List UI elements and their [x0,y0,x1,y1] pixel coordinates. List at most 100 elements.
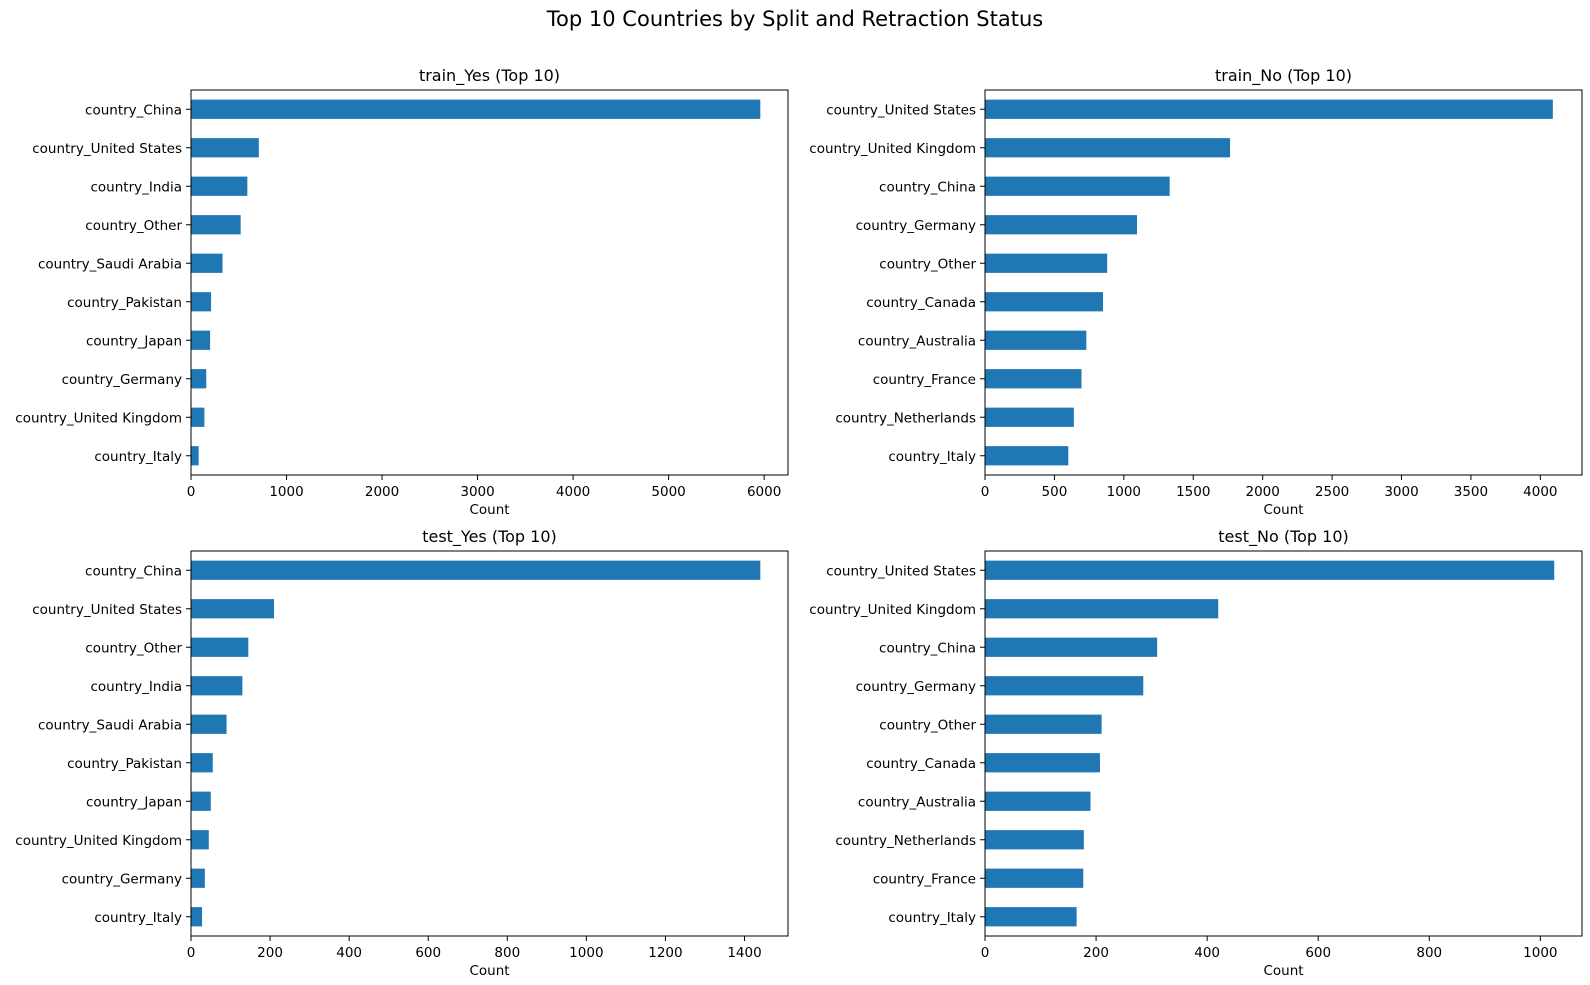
bar-country_Netherlands [985,830,1084,850]
bar-country_United States [191,138,259,158]
y-tick-label: country_Germany [856,679,976,695]
subplot-3: test_Yes (Top 10) country_China country_Un… [15,527,789,979]
bar-country_France [985,868,1084,888]
y-tick-label: country_Pakistan [67,295,182,311]
y-tick-label: country_Canada [866,756,976,772]
y-tick-label: country_Australia [858,333,976,349]
bar-country_Canada [985,292,1104,312]
bar-country_Pakistan [191,292,212,312]
y-tick-label: country_United Kingdom [15,410,182,426]
axes-frame [190,550,789,937]
subplot-title: test_No (Top 10) [1218,527,1349,547]
y-tick-label: country_France [873,871,976,887]
y-tick-label: country_China [879,179,976,195]
x-tick-label: 3500 [1454,484,1488,500]
y-tick-label: country_United Kingdom [809,602,976,618]
x-axis-label: Count [1263,502,1303,518]
y-tick-label: country_United Kingdom [809,141,976,157]
y-tick-label: country_Italy [888,449,976,465]
y-tick-label: country_Germany [856,218,976,234]
bar-country_China [985,176,1170,196]
x-tick-label: 800 [494,945,520,961]
y-tick-label: country_Other [879,717,976,733]
x-tick-label: 2500 [1315,484,1349,500]
axes-frame [984,89,1583,476]
x-tick-label: 500 [1042,484,1068,500]
bar-country_United Kingdom [985,138,1231,158]
axes-frame [984,550,1583,937]
y-tick-label: country_Saudi Arabia [38,256,182,272]
bar-country_China [191,99,761,119]
bar-country_United Kingdom [191,407,205,427]
bar-country_Pakistan [191,753,213,773]
y-tick-label: country_Other [85,218,182,234]
y-tick-label: country_Germany [62,372,182,388]
x-tick-label: 5000 [651,484,685,500]
bar-country_France [985,369,1082,389]
x-tick-label: 600 [1305,945,1331,961]
x-tick-label: 600 [415,945,441,961]
bar-country_Other [985,253,1108,273]
bar-country_Other [191,637,249,657]
y-tick-label: country_Germany [62,871,182,887]
bar-country_United Kingdom [191,830,209,850]
x-tick-label: 1000 [1523,945,1557,961]
y-tick-label: country_Canada [866,295,976,311]
x-axis-label: Count [469,502,509,518]
x-tick-label: 400 [1194,945,1220,961]
subplots: train_Yes (Top 10) country_China country_U… [15,66,1583,979]
figure-title: Top 10 Countries by Split and Retraction… [546,7,1043,31]
x-tick-label: 2000 [365,484,399,500]
bar-country_India [191,176,248,196]
bar-country_Italy [191,446,199,466]
x-tick-label: 1400 [727,945,761,961]
x-tick-label: 1000 [269,484,303,500]
x-tick-label: 0 [981,945,990,961]
bar-country_Saudi Arabia [191,253,223,273]
x-tick-label: 200 [257,945,283,961]
y-tick-label: country_Other [879,256,976,272]
x-tick-label: 1200 [648,945,682,961]
bar-country_Japan [191,330,211,350]
x-tick-label: 0 [981,484,990,500]
x-tick-label: 3000 [460,484,494,500]
x-tick-label: 1500 [1176,484,1210,500]
x-tick-label: 400 [336,945,362,961]
x-tick-label: 800 [1416,945,1442,961]
y-tick-label: country_France [873,372,976,388]
bar-country_Saudi Arabia [191,714,227,734]
y-tick-label: country_Pakistan [67,756,182,772]
bar-country_Germany [985,215,1138,235]
y-tick-label: country_Netherlands [835,410,976,426]
bar-country_China [985,637,1158,657]
y-tick-label: country_United States [32,141,182,157]
bar-country_Australia [985,330,1087,350]
x-tick-label: 2000 [1245,484,1279,500]
bar-country_Italy [985,446,1069,466]
bar-country_Netherlands [985,407,1074,427]
y-tick-label: country_Japan [86,794,182,810]
y-tick-label: country_Saudi Arabia [38,717,182,733]
bar-country_Italy [985,907,1077,927]
x-tick-label: 0 [187,484,196,500]
x-tick-label: 3000 [1384,484,1418,500]
y-tick-label: country_Italy [94,910,182,926]
y-tick-label: country_Italy [94,449,182,465]
bar-country_Other [985,714,1102,734]
x-tick-label: 4000 [556,484,590,500]
x-tick-label: 0 [187,945,196,961]
y-tick-label: country_Japan [86,333,182,349]
bar-country_Other [191,215,241,235]
y-tick-label: country_United Kingdom [15,833,182,849]
bar-country_United States [985,99,1553,119]
bar-country_United Kingdom [985,599,1219,619]
bar-country_Italy [191,907,203,927]
subplot-title: train_Yes (Top 10) [419,66,560,86]
bar-country_Japan [191,791,211,811]
bar-country_Germany [985,676,1144,696]
x-tick-label: 1000 [1107,484,1141,500]
x-tick-label: 4000 [1523,484,1557,500]
bar-country_China [191,560,761,580]
axes-frame [190,89,789,476]
